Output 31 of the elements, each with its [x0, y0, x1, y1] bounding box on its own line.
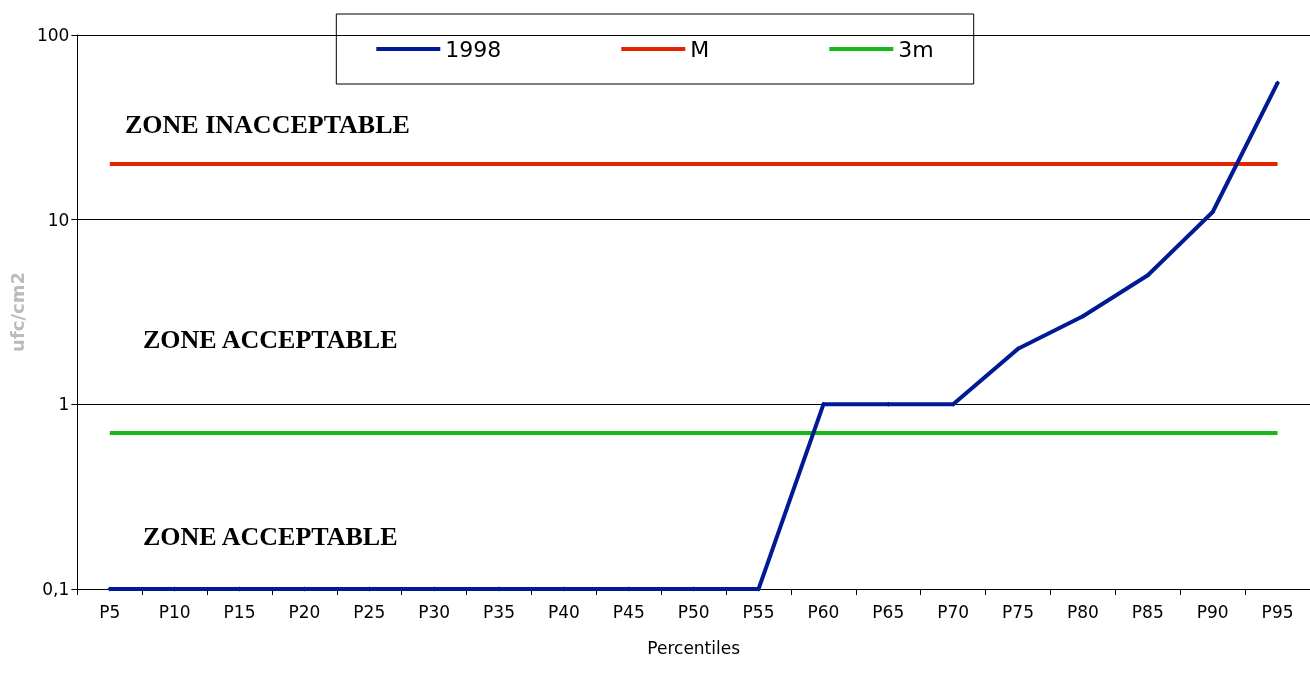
- x-tick-label: P20: [288, 601, 321, 622]
- x-tick-label: P35: [483, 601, 515, 622]
- annotation: ZONE INACCEPTABLE: [125, 109, 410, 139]
- x-axis-title: Percentiles: [647, 637, 741, 658]
- x-tick-label: P50: [677, 601, 710, 622]
- x-tick-label: P95: [1261, 601, 1294, 622]
- legend-label: 3m: [898, 36, 934, 62]
- x-tick-label: P5: [99, 601, 121, 622]
- y-tick-label: 0,1: [42, 579, 70, 599]
- y-tick-label: 10: [47, 209, 70, 230]
- x-tick-label: P15: [223, 601, 256, 622]
- x-tick-label: P55: [742, 601, 775, 622]
- x-tick-label: P75: [1002, 601, 1034, 622]
- x-tick-label: P30: [418, 601, 451, 622]
- legend-label: M: [690, 36, 710, 62]
- x-tick-label: P45: [612, 601, 645, 622]
- annotation: ZONE ACCEPTABLE: [143, 521, 398, 551]
- x-tick-label: P80: [1066, 601, 1099, 622]
- y-tick-label: 100: [36, 25, 70, 45]
- y-tick-label: 1: [58, 394, 70, 415]
- x-tick-label: P60: [807, 601, 840, 622]
- x-tick-label: P25: [353, 601, 386, 622]
- x-tick-label: P65: [872, 601, 905, 622]
- x-tick-label: P85: [1131, 601, 1164, 622]
- y-axis-title: ufc/cm2: [6, 272, 28, 352]
- x-tick-label: P40: [547, 601, 580, 622]
- annotation: ZONE ACCEPTABLE: [143, 324, 398, 354]
- x-tick-label: P70: [937, 601, 970, 622]
- x-tick-label: P10: [158, 601, 191, 622]
- legend-label: 1998: [445, 36, 502, 62]
- x-tick-label: P90: [1196, 601, 1229, 622]
